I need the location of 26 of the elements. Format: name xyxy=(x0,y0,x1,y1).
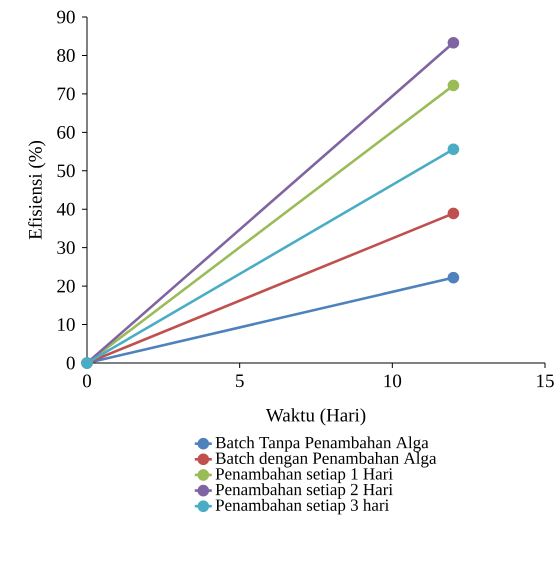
legend-label: Batch Tanpa Penambahan Alga xyxy=(216,436,428,452)
x-tick-label: 5 xyxy=(236,374,244,388)
x-tick-label: 15 xyxy=(537,374,554,388)
y-tick-label: 40 xyxy=(56,202,75,216)
legend-label: Penambahan setiap 1 Hari xyxy=(216,468,393,484)
y-axis-title: Efisiensi (%) xyxy=(28,140,46,240)
y-tick-label: 80 xyxy=(57,49,75,62)
y-tick-label: 20 xyxy=(57,280,75,293)
y-tick-label: 60 xyxy=(57,126,75,139)
point xyxy=(448,143,460,156)
y-tick-label: 10 xyxy=(58,318,75,331)
point xyxy=(448,208,460,220)
legend-label: Batch dengan Penambahan Alga xyxy=(216,452,436,468)
point xyxy=(448,80,460,92)
y-tick-label: 30 xyxy=(57,241,75,254)
legend-label: Penambahan setiap 2 Hari xyxy=(216,483,393,499)
point xyxy=(448,272,460,284)
x-tick-label: 0 xyxy=(82,374,92,388)
point xyxy=(448,36,460,49)
y-tick-label: 70 xyxy=(58,87,75,100)
x-axis-title: Waktu (Hari) xyxy=(266,408,366,426)
legend-label: Penambahan setiap 3 hari xyxy=(216,498,389,514)
y-tick-label: 50 xyxy=(58,164,75,178)
x-tick-label: 10 xyxy=(384,374,402,388)
y-tick-label: 90 xyxy=(57,10,75,24)
y-tick-label: 0 xyxy=(66,356,75,370)
